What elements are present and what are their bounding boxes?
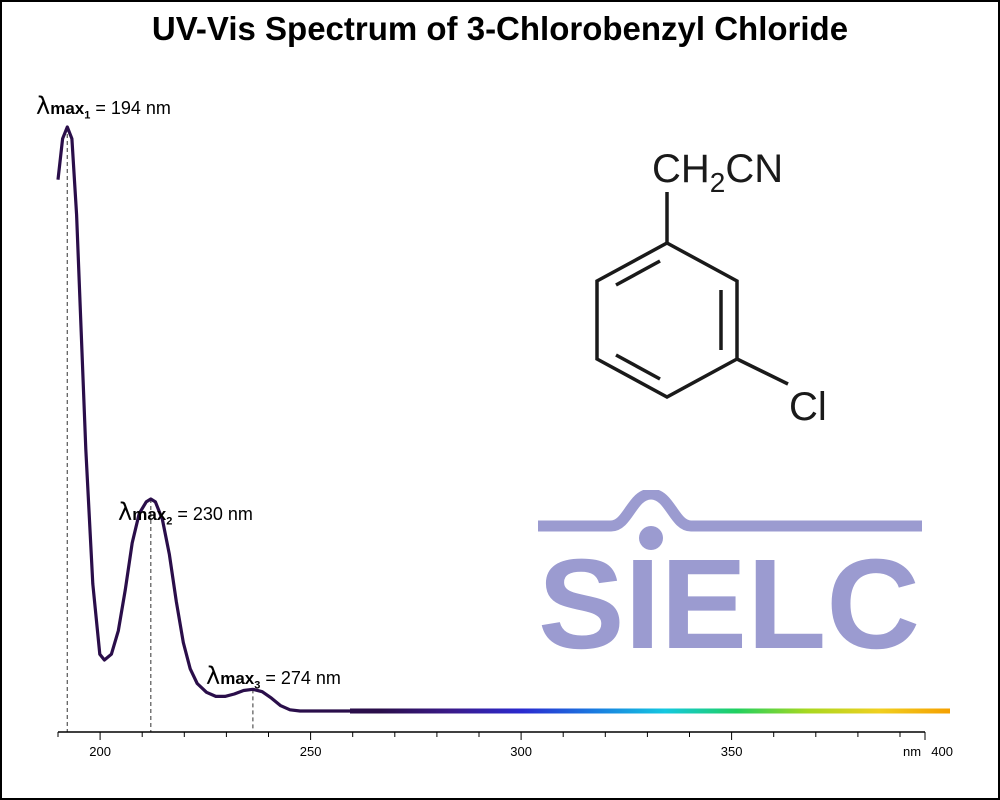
max-index: 2 (166, 515, 173, 528)
chart-title: UV-Vis Spectrum of 3-Chlorobenzyl Chlori… (151, 10, 849, 47)
max-label: max (220, 669, 255, 688)
peak-guide-lines (66, 127, 254, 732)
cl-label: Cl (789, 385, 827, 429)
x-axis-unit-label: nm (903, 744, 921, 759)
lambda-symbol: λ (36, 92, 51, 120)
lambda-value: = 194 nm (95, 98, 171, 118)
x-axis: 200250300350400450500550nm (57, 731, 953, 759)
cl-bond (736, 357, 789, 386)
x-tick-label: 400 (931, 744, 953, 759)
max-index: 3 (254, 679, 261, 692)
ch2cn-label: CH2CN (652, 147, 783, 198)
lambda-symbol: λ (206, 662, 221, 690)
max-label: max (50, 99, 85, 118)
lambda-value: = 274 nm (265, 668, 341, 688)
x-tick-label: 200 (89, 744, 111, 759)
max-label: max (132, 505, 167, 524)
benzene-ring (595, 241, 739, 399)
spectrum-curve (56, 125, 950, 714)
x-tick-label: 250 (300, 744, 322, 759)
lambda-symbol: λ (118, 498, 133, 526)
molecule-structure: CH2CN Cl (595, 147, 827, 429)
sielc-logo: SIELC (538, 490, 922, 670)
logo-text: SIELC (538, 533, 920, 670)
x-tick-label: 350 (721, 744, 743, 759)
lambda-max-2-annotation: λmax2 = 230 nm (118, 498, 253, 528)
lambda-max-1-annotation: λmax1 = 194 nm (36, 92, 171, 122)
max-index: 1 (84, 109, 91, 122)
spectrum-line-uv (56, 125, 350, 713)
lambda-max-3-annotation: λmax3 = 274 nm (206, 662, 341, 692)
lambda-value: = 230 nm (177, 504, 253, 524)
x-tick-label: 300 (510, 744, 532, 759)
